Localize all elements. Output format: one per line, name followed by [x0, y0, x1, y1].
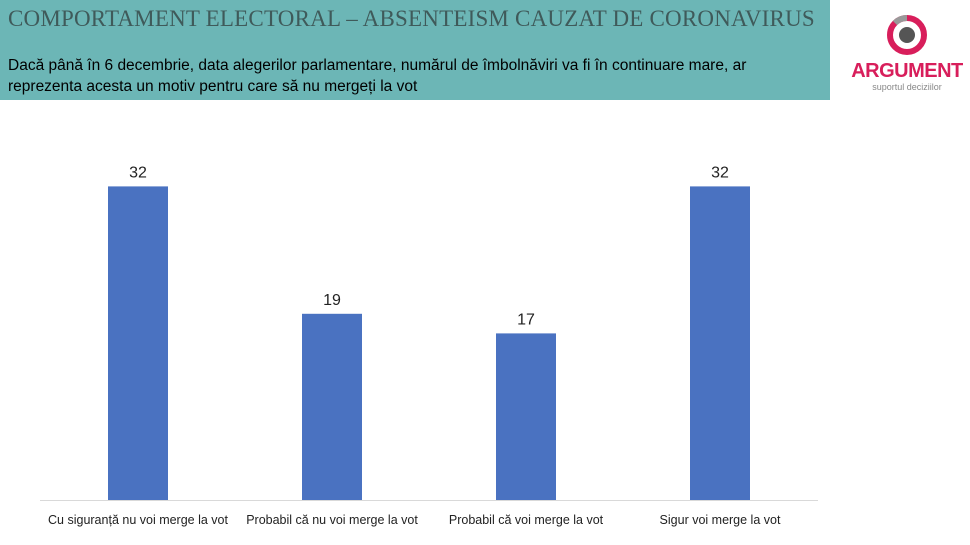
x-tick-label: Probabil că nu voi merge la vot — [246, 513, 418, 527]
data-label: 32 — [129, 164, 147, 181]
question-text: Dacă până în 6 decembrie, data alegerilo… — [8, 57, 747, 95]
argument-logo: ARGUMENT suportul deciziilor — [845, 10, 970, 100]
x-tick-label: Sigur voi merge la vot — [660, 513, 781, 527]
svg-text:ARGUMENT: ARGUMENT — [851, 60, 963, 82]
bar-chart: 32 Cu siguranță nu voi merge la vot 19 Prob… — [40, 164, 818, 527]
x-tick-label: Cu siguranță nu voi merge la vot — [48, 513, 228, 527]
bar — [108, 186, 168, 500]
x-tick-label: Probabil că voi merge la vot — [449, 513, 604, 527]
header-banner: COMPORTAMENT ELECTORAL – ABSENTEISM CAUZ… — [0, 0, 830, 100]
bar — [302, 313, 362, 500]
bar — [496, 333, 556, 500]
svg-text:suportul deciziilor: suportul deciziilor — [872, 82, 942, 92]
data-label: 32 — [711, 164, 729, 181]
data-label: 19 — [323, 292, 341, 309]
page-title: COMPORTAMENT ELECTORAL – ABSENTEISM CAUZ… — [8, 6, 815, 31]
bar — [690, 186, 750, 500]
target-logo-icon: ARGUMENT suportul deciziilor — [851, 15, 964, 92]
data-label: 17 — [517, 311, 535, 328]
